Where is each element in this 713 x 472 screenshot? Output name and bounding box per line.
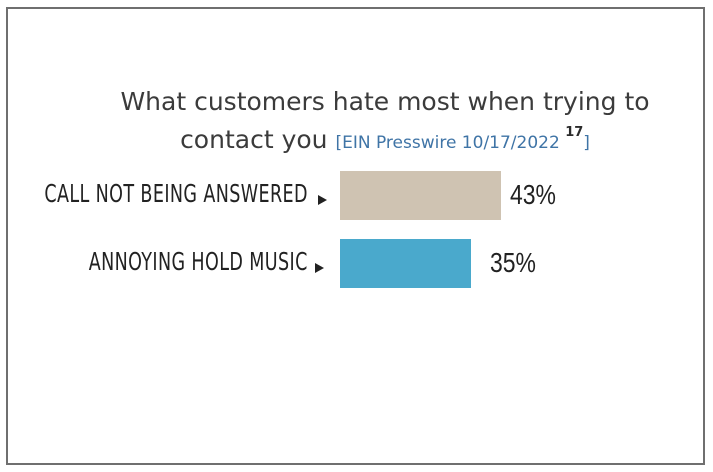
category-label: ANNOYING HOLD MUSIC: [89, 247, 308, 276]
citation-text: [EIN Presswire 10/17/2022: [335, 133, 566, 153]
bar: [340, 239, 471, 288]
chart-frame: [6, 7, 705, 465]
title-text: What customers hate most when trying to …: [120, 87, 650, 154]
citation-end: ]: [583, 133, 590, 153]
pointer-arrow-icon: [315, 263, 324, 273]
value-label: 35%: [490, 247, 536, 278]
citation: [EIN Presswire 10/17/2022 17]: [335, 125, 590, 153]
pointer-arrow-icon: [318, 195, 327, 205]
citation-superscript: 17: [565, 125, 584, 140]
bar: [340, 171, 501, 220]
value-label: 43%: [510, 179, 556, 210]
category-label: CALL NOT BEING ANSWERED: [44, 179, 308, 208]
chart-title: What customers hate most when trying to …: [100, 86, 670, 159]
